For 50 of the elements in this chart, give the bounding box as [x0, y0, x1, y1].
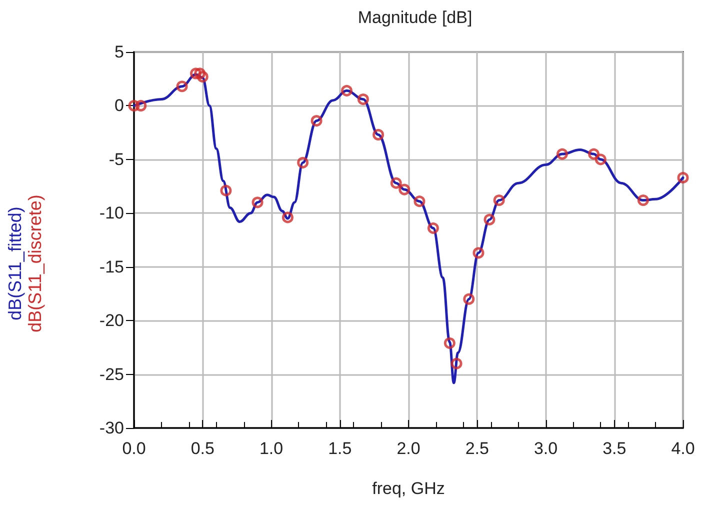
point — [594, 154, 606, 166]
point — [297, 156, 309, 168]
x-tick-label: 3.0 — [534, 439, 558, 458]
point — [637, 194, 649, 206]
point — [194, 68, 206, 80]
text: dB(S11_discrete) — [25, 194, 45, 332]
x-tick-label: 3.5 — [602, 439, 626, 458]
x-tick-label: 0.5 — [190, 439, 214, 458]
x-tick-label: 2.0 — [396, 439, 420, 458]
y-tick-label: 0 — [114, 96, 124, 116]
x-tick-label: 1.0 — [259, 439, 284, 458]
y-tick-label: -25 — [99, 364, 124, 384]
x-axis-title: freq, GHz — [372, 479, 445, 498]
point — [282, 212, 294, 224]
point — [450, 358, 462, 370]
point — [427, 222, 439, 234]
text: dB(S11_fitted) — [5, 206, 25, 320]
x-tick-label: 4.0 — [671, 439, 695, 458]
point — [372, 128, 384, 140]
y-tick-label: 5 — [114, 42, 124, 62]
x-tick-label: 1.5 — [328, 439, 352, 458]
y-tick-label: -20 — [99, 311, 124, 330]
point — [556, 148, 568, 160]
point — [196, 70, 208, 82]
point — [398, 184, 410, 196]
chart-title: Magnitude [dB] — [358, 8, 472, 27]
point — [484, 214, 496, 226]
point — [677, 172, 689, 184]
point — [463, 293, 475, 305]
point — [252, 196, 264, 208]
point — [176, 80, 188, 92]
x-tick-label: 2.5 — [465, 439, 489, 458]
point — [444, 337, 456, 349]
y-tick-label: -30 — [99, 418, 124, 438]
x-tick-label: 0.0 — [122, 439, 146, 458]
point — [390, 177, 402, 189]
point — [472, 247, 484, 259]
y-tick-label: -5 — [108, 150, 124, 169]
point — [414, 196, 426, 208]
y-tick-label: -10 — [99, 204, 124, 223]
point — [190, 68, 202, 80]
point — [135, 100, 147, 112]
y-tick-label: -15 — [99, 257, 124, 276]
point — [588, 148, 600, 160]
point — [220, 184, 232, 196]
point — [357, 94, 369, 106]
point — [128, 100, 140, 112]
point — [340, 84, 352, 96]
point — [493, 194, 505, 206]
point — [310, 115, 322, 126]
